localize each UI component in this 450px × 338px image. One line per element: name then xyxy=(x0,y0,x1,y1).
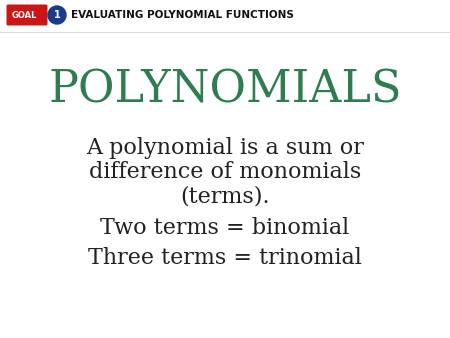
Text: POLYNOMIALS: POLYNOMIALS xyxy=(48,68,402,112)
Text: Two terms = binomial: Two terms = binomial xyxy=(100,217,350,239)
Text: GOAL: GOAL xyxy=(11,10,36,20)
Circle shape xyxy=(48,6,66,24)
Text: Three terms = trinomial: Three terms = trinomial xyxy=(88,247,362,269)
Text: (terms).: (terms). xyxy=(180,185,270,207)
Text: 1: 1 xyxy=(54,10,60,20)
FancyBboxPatch shape xyxy=(6,4,48,25)
Text: difference of monomials: difference of monomials xyxy=(89,161,361,183)
Text: EVALUATING POLYNOMIAL FUNCTIONS: EVALUATING POLYNOMIAL FUNCTIONS xyxy=(71,10,294,20)
Text: A polynomial is a sum or: A polynomial is a sum or xyxy=(86,137,364,159)
